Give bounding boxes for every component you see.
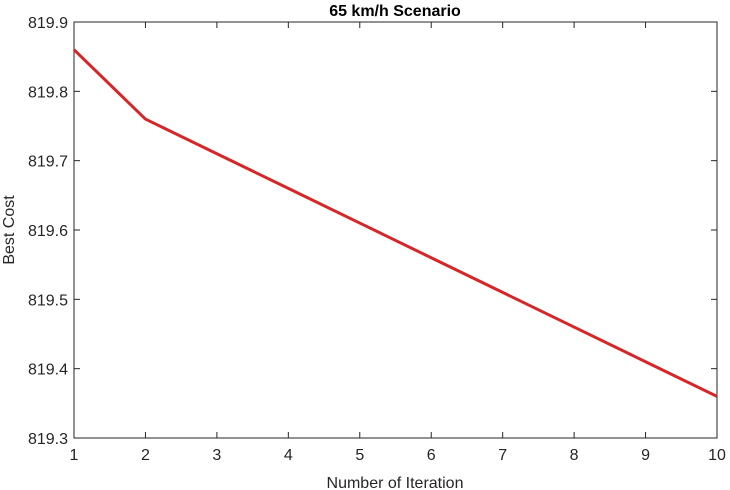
series-layer — [72, 48, 718, 398]
chart-title: 65 km/h Scenario — [329, 3, 461, 20]
y-tick-label: 819.7 — [28, 154, 68, 171]
x-tick-label: 1 — [70, 447, 79, 464]
x-tick-label: 4 — [284, 447, 293, 464]
plot-area: 1 2 3 4 5 6 7 8 9 10 819.3819.4819.5819.6819.7819… — [28, 15, 726, 464]
x-tick-label: 10 — [708, 447, 726, 464]
series-line-0 — [72, 48, 718, 398]
x-tick-label: 9 — [641, 447, 650, 464]
y-tick-label: 819.3 — [28, 431, 68, 448]
y-tick-label: 819.4 — [28, 362, 68, 379]
x-tick-label: 3 — [212, 447, 221, 464]
x-tick-label: 8 — [570, 447, 579, 464]
y-tick-label: 819.6 — [28, 223, 68, 240]
x-tick-label: 5 — [355, 447, 364, 464]
y-tick-label: 819.8 — [28, 84, 68, 101]
plot-frame — [73, 21, 718, 439]
y-axis-label: Best Cost — [1, 195, 18, 265]
y-axis-ticks: 819.3 819.4 819.5 819.6 819.7 819.8 819.9 — [28, 15, 717, 448]
x-axis-label: Number of Iteration — [327, 475, 464, 490]
x-tick-label: 6 — [427, 447, 436, 464]
y-tick-label: 819.5 — [28, 292, 68, 309]
x-tick-label: 7 — [498, 447, 507, 464]
x-tick-label: 2 — [141, 447, 150, 464]
x-axis-ticks: 1 2 3 4 5 6 7 8 9 10 — [70, 22, 726, 464]
y-tick-label: 819.9 — [28, 15, 68, 32]
